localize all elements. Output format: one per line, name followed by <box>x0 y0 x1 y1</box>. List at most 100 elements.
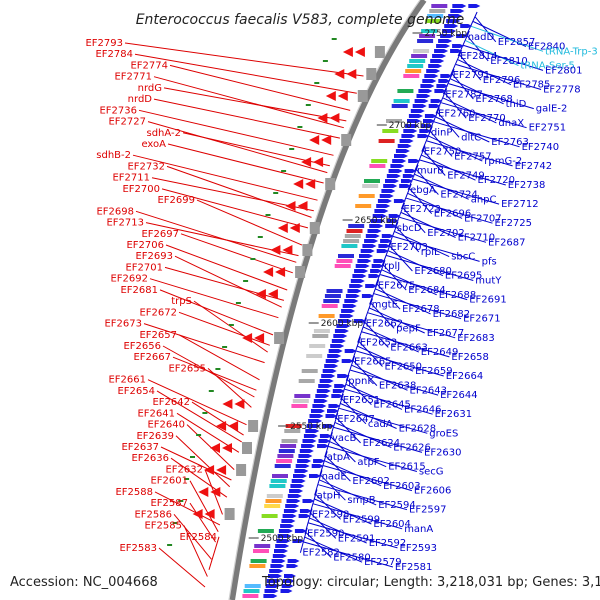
leader-line <box>334 422 392 449</box>
reverse-strand-arrow <box>450 49 463 53</box>
feature-block <box>254 544 271 548</box>
right-gene-label: EF2810 <box>490 56 528 67</box>
feature-block <box>409 59 426 63</box>
leader-line <box>310 513 337 539</box>
reverse-strand-arrow <box>313 459 326 463</box>
left-gene-label: EF2697 <box>141 229 179 240</box>
leader-line <box>134 53 357 94</box>
forward-strand-arrow <box>354 47 365 57</box>
leader-line <box>169 64 351 111</box>
feature-block <box>306 354 323 358</box>
right-gene-label: EF2631 <box>435 409 473 420</box>
feature-block <box>334 264 351 268</box>
right-gene-label: EF2740 <box>522 142 560 153</box>
leader-line <box>414 145 426 171</box>
leader-line <box>448 83 534 110</box>
leader-line <box>383 264 407 291</box>
feature-block <box>248 420 259 432</box>
reverse-strand-arrow <box>338 319 352 323</box>
reverse-strand-arrow <box>376 249 389 253</box>
feature-block <box>393 99 410 103</box>
left-gene-label: EF2692 <box>110 274 148 285</box>
reverse-strand-arrow <box>405 124 420 128</box>
reverse-strand-arrow <box>299 449 314 453</box>
left-gene-label: EF2793 <box>85 38 123 49</box>
reverse-strand-arrow <box>448 14 463 18</box>
feature-block <box>417 39 434 43</box>
reverse-strand-arrow <box>401 179 413 183</box>
reverse-strand-arrow <box>280 589 293 593</box>
right-gene-label: EF2630 <box>424 447 462 458</box>
leader-line <box>304 508 313 534</box>
right-gene-label: dltC <box>461 132 481 143</box>
small-feature <box>250 258 256 260</box>
left-gene-label: EF2701 <box>125 262 163 273</box>
feature-block <box>343 239 360 243</box>
right-gene-label: EF2707 <box>464 213 502 224</box>
left-gene-label: EF2586 <box>134 509 172 520</box>
feature-block <box>309 222 320 234</box>
small-feature <box>167 544 173 546</box>
reverse-strand-arrow <box>436 84 449 88</box>
feature-block <box>257 529 274 533</box>
leader-line <box>465 40 519 67</box>
reverse-strand-arrow <box>359 254 373 258</box>
feature-block <box>266 494 283 498</box>
right-gene-label: smpB <box>347 495 375 506</box>
feature-block <box>243 589 260 593</box>
right-gene-label: EF2738 <box>508 180 546 191</box>
feature-block <box>397 89 414 93</box>
leader-line <box>172 356 257 391</box>
leader-line <box>333 426 423 453</box>
left-gene-label: EF2655 <box>168 363 206 374</box>
right-gene-label: EF2725 <box>495 218 533 229</box>
reverse-strand-arrow <box>381 234 394 238</box>
leader-line <box>323 465 413 492</box>
right-gene-label: nadE <box>322 471 347 482</box>
feature-block <box>407 64 424 68</box>
feature-block <box>419 34 436 38</box>
feature-block <box>280 444 297 448</box>
feature-block <box>242 442 252 454</box>
leader-line <box>167 143 324 184</box>
leader-line <box>444 92 467 119</box>
leader-line <box>455 64 542 90</box>
feature-block <box>411 54 428 58</box>
reverse-strand-arrow <box>430 59 445 63</box>
reverse-strand-arrow <box>290 484 305 488</box>
left-gene-label: EF2657 <box>139 330 177 341</box>
left-gene-label: EF2588 <box>115 487 153 498</box>
leader-line <box>381 269 437 296</box>
forward-strand-arrow <box>204 509 215 519</box>
leader-line <box>147 121 328 174</box>
reverse-strand-arrow <box>377 199 392 203</box>
right-gene-label: dnaX <box>498 118 524 129</box>
right-gene-label: EF2664 <box>446 371 484 382</box>
left-gene-label: EF2601 <box>150 476 188 487</box>
forward-strand-arrow <box>216 465 227 475</box>
right-gene-label: EF2647 <box>337 414 375 425</box>
right-gene-label: secG <box>419 467 444 478</box>
left-gene-label: EF2693 <box>135 251 173 262</box>
feature-block <box>253 549 269 553</box>
reverse-strand-arrow <box>414 99 429 103</box>
forward-strand-arrow <box>198 487 209 497</box>
leader-line <box>381 241 392 267</box>
right-gene-label: mgtE <box>372 299 398 310</box>
reverse-strand-arrow <box>284 574 296 578</box>
feature-block <box>362 184 379 188</box>
right-gene-label: EF2597 <box>409 505 447 516</box>
leader-line <box>387 250 444 277</box>
right-gene-label: EF2645 <box>373 400 411 411</box>
forward-strand-arrow <box>334 69 345 79</box>
reverse-strand-arrow <box>376 204 391 208</box>
reverse-strand-arrow <box>393 199 406 203</box>
feature-block <box>242 594 259 598</box>
right-gene-label: EF2606 <box>414 486 452 497</box>
leader-line <box>345 383 403 410</box>
feature-block <box>236 464 247 476</box>
kbp-tick-label: 2700 kbp <box>389 121 432 131</box>
feature-block <box>391 104 408 108</box>
reverse-strand-arrow <box>292 539 305 543</box>
